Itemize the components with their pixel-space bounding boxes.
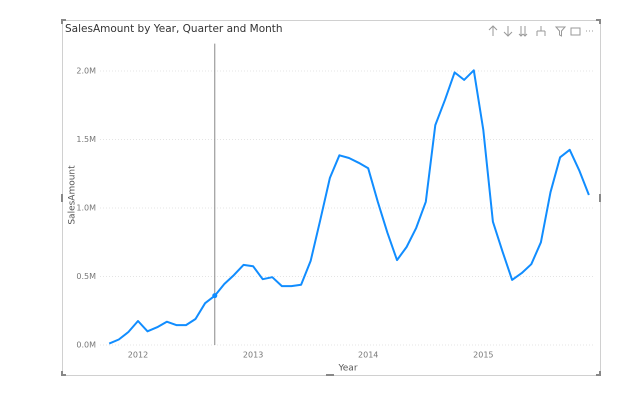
x-tick-label: 2015 <box>473 351 493 360</box>
line-series <box>108 69 590 345</box>
x-axis-title: Year <box>337 364 357 374</box>
x-tick-label: 2014 <box>358 351 378 360</box>
visual-frame[interactable] <box>62 20 601 376</box>
y-tick-label: 0.0M <box>76 341 96 350</box>
header-icons[interactable] <box>488 25 593 37</box>
x-tick-label: 2012 <box>128 351 148 360</box>
hover-point <box>212 293 218 299</box>
y-tick-label: 0.5M <box>76 272 96 281</box>
y-tick-label: 1.5M <box>76 135 96 144</box>
y-axis-title: SalesAmount <box>68 165 78 225</box>
y-tick-label: 1.0M <box>76 204 96 213</box>
x-tick-label: 2013 <box>243 351 263 360</box>
resize-handles[interactable] <box>61 19 601 376</box>
chart-title: SalesAmount by Year, Quarter and Month <box>65 23 283 35</box>
y-tick-label: 2.0M <box>76 67 96 76</box>
